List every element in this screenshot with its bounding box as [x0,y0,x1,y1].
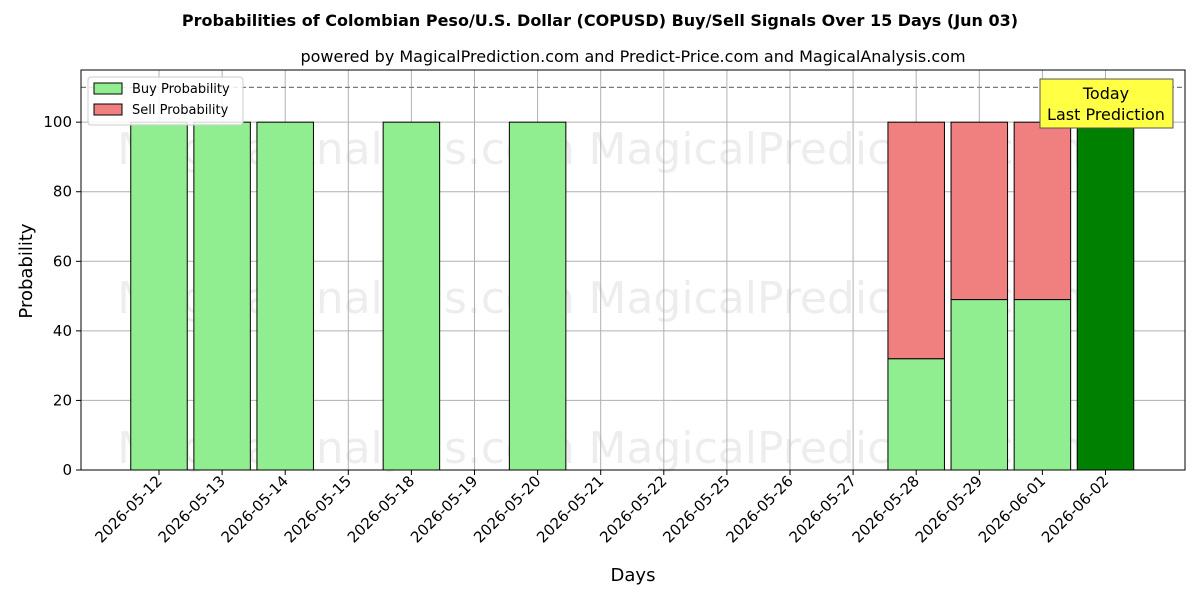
chart-subtitle: powered by MagicalPrediction.com and Pre… [300,47,965,66]
x-tick-label: 2026-05-20 [470,472,544,546]
y-axis-label: Probability [16,223,37,318]
sell-bar [887,121,945,360]
sell-bar [950,121,1009,301]
annotation-line-2: Last Prediction [1047,105,1165,124]
y-tick-label: 40 [53,322,72,340]
y-tick-label: 100 [43,113,72,131]
x-tick-label: 2026-05-12 [91,472,165,546]
legend-frame [87,76,244,126]
buy-bar [887,358,945,471]
x-axis-label: Days [611,565,656,586]
x-tick-label: 2026-05-26 [722,472,796,546]
bar-layer [130,121,1135,471]
legend-swatch-sell [93,103,123,116]
x-tick-label: 2026-05-28 [849,472,923,546]
buy-bar [382,121,441,471]
watermark-prediction: MagicalPrediction.com [589,423,1084,474]
x-tick-label: 2026-05-22 [596,472,670,546]
buy-bar [193,121,251,471]
plot-frame [80,69,1186,471]
buy-bar [130,121,188,471]
x-tick-label: 2026-05-13 [155,472,229,546]
x-tick-label: 2026-06-02 [1038,472,1112,546]
legend-swatch-buy [93,82,123,95]
x-tick-label: 2026-05-25 [659,472,733,546]
annotation-line-1: Today [1082,84,1129,103]
buy-bar [1076,121,1135,471]
chart-title: Probabilities of Colombian Peso/U.S. Dol… [182,11,1018,30]
x-tick-label: 2026-05-27 [786,472,860,546]
watermark-prediction: MagicalPrediction.com [589,124,1084,175]
buy-bar [508,121,567,471]
today-annotation: Today Last Prediction [1039,78,1174,129]
x-tick-label: 2026-06-01 [975,472,1049,546]
x-tick-label: 2026-05-14 [218,472,292,546]
buy-bar [1013,299,1072,471]
x-tick-label: 2026-05-21 [533,472,607,546]
sell-bar [1013,121,1072,301]
annotation-box [1039,78,1174,129]
watermark-prediction: MagicalPrediction.com [589,273,1084,324]
y-tick-label: 60 [53,252,72,270]
legend: Buy Probability Sell Probability [87,76,244,126]
x-tick-label: 2026-05-15 [281,472,355,546]
x-tick-label: 2026-05-29 [912,472,986,546]
y-tick-label: 80 [53,183,72,201]
y-tick-label: 0 [62,461,72,479]
x-tick-label: 2026-05-19 [407,472,481,546]
buy-bar [256,121,314,471]
buy-bar [950,299,1009,471]
legend-label-sell: Sell Probability [132,103,229,118]
y-tick-label: 20 [53,391,72,409]
legend-label-buy: Buy Probability [132,82,230,97]
x-tick-label: 2026-05-18 [344,472,418,546]
